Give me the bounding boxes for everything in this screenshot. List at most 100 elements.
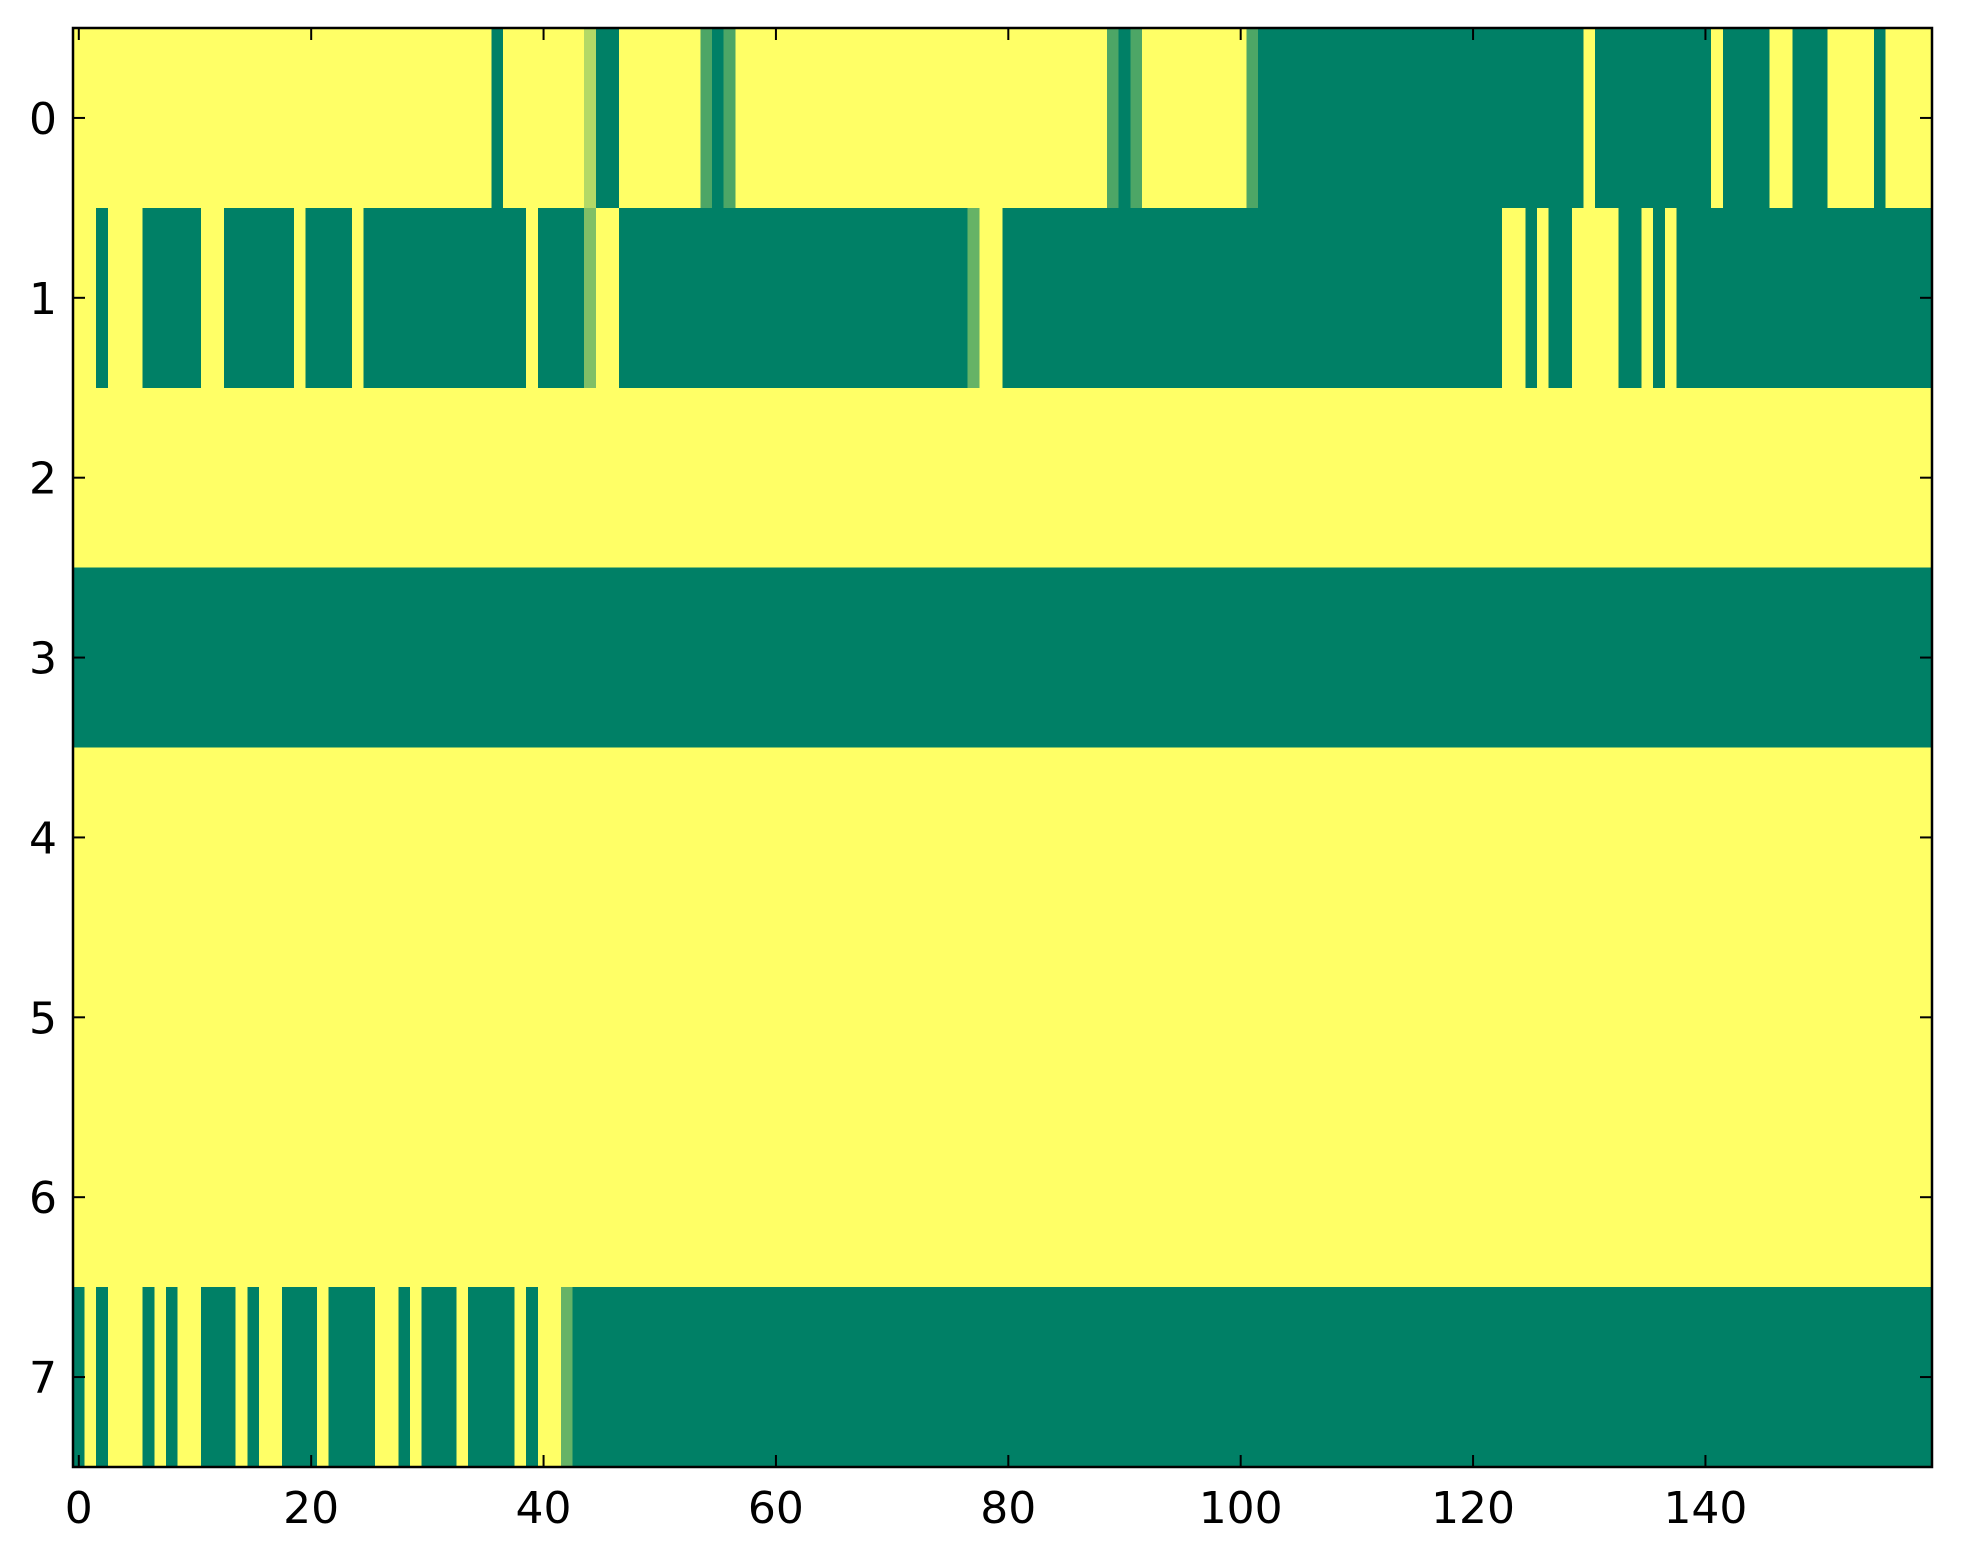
heatmap-cell xyxy=(235,747,248,928)
heatmap-cell xyxy=(1490,927,1503,1108)
heatmap-cell xyxy=(979,387,992,569)
heatmap-cell xyxy=(491,1107,504,1288)
heatmap-cell xyxy=(549,927,562,1108)
heatmap-cell xyxy=(607,747,620,928)
heatmap-cell xyxy=(189,387,202,569)
heatmap-cell xyxy=(1792,1107,1805,1288)
heatmap-cell xyxy=(293,1107,306,1288)
heatmap-cell xyxy=(1362,207,1375,389)
heatmap-cell xyxy=(316,387,330,569)
heatmap-cell xyxy=(886,927,899,1108)
heatmap-cell xyxy=(328,927,341,1108)
heatmap-cell xyxy=(712,927,725,1108)
heatmap-cell xyxy=(1141,567,1155,749)
heatmap-cell xyxy=(1536,387,1550,569)
heatmap-cell xyxy=(1025,747,1038,928)
heatmap-cell xyxy=(1281,927,1294,1108)
heatmap-cell xyxy=(1897,927,1910,1108)
heatmap-cell xyxy=(1839,28,1852,209)
heatmap-cell xyxy=(479,567,492,749)
heatmap-cell xyxy=(1223,28,1236,209)
heatmap-cell xyxy=(897,28,911,209)
heatmap-cell xyxy=(1397,1107,1410,1288)
heatmap-cell xyxy=(456,927,469,1108)
heatmap-cell xyxy=(119,747,132,928)
heatmap-cell xyxy=(444,927,458,1108)
heatmap-cell xyxy=(1722,207,1736,389)
heatmap-cell xyxy=(1083,927,1097,1108)
heatmap-cell xyxy=(224,28,237,209)
heatmap-cell xyxy=(1188,1287,1201,1467)
heatmap-cell xyxy=(1385,207,1399,389)
heatmap-cell xyxy=(177,567,190,749)
heatmap-cell xyxy=(770,387,783,569)
heatmap-cell xyxy=(1839,567,1852,749)
heatmap-cell xyxy=(293,207,306,389)
heatmap-cell xyxy=(1804,747,1817,928)
heatmap-cell xyxy=(1467,1287,1480,1467)
heatmap-cell xyxy=(1804,28,1817,209)
heatmap-cell xyxy=(1130,1287,1143,1467)
heatmap-cell xyxy=(1676,567,1689,749)
heatmap-cell xyxy=(897,207,911,389)
heatmap-cell xyxy=(816,1287,829,1467)
heatmap-cell xyxy=(897,387,911,569)
heatmap-cell xyxy=(1281,747,1294,928)
heatmap-cell xyxy=(642,747,655,928)
heatmap-cell xyxy=(1653,28,1666,209)
heatmap-cell xyxy=(1746,28,1759,209)
heatmap-cell xyxy=(165,1107,179,1288)
heatmap-cell xyxy=(886,207,899,389)
heatmap-cell xyxy=(874,927,887,1108)
heatmap-cell xyxy=(1839,747,1852,928)
heatmap-cell xyxy=(1130,567,1143,749)
heatmap-cell xyxy=(607,1287,620,1467)
heatmap-cell xyxy=(154,1287,167,1467)
heatmap-cell xyxy=(1618,207,1631,389)
heatmap-cell xyxy=(1048,747,1062,928)
heatmap-cell xyxy=(956,1107,969,1288)
heatmap-cell xyxy=(572,1107,585,1288)
heatmap-cell xyxy=(1165,207,1178,389)
heatmap-cell xyxy=(1676,1287,1689,1467)
heatmap-cell xyxy=(409,927,423,1108)
heatmap-cell xyxy=(921,1287,934,1467)
heatmap-cell xyxy=(456,747,469,928)
heatmap-cell xyxy=(1595,1107,1608,1288)
heatmap-cell xyxy=(1595,28,1608,209)
heatmap-cell xyxy=(177,387,190,569)
heatmap-cell xyxy=(979,28,992,209)
heatmap-cell xyxy=(1153,567,1166,749)
heatmap-cell xyxy=(1246,387,1259,569)
heatmap-cell xyxy=(1048,567,1062,749)
heatmap-cell xyxy=(1211,567,1224,749)
heatmap-cell xyxy=(630,927,643,1108)
heatmap-cell xyxy=(909,387,922,569)
heatmap-cell xyxy=(479,927,492,1108)
heatmap-cell xyxy=(107,747,121,928)
heatmap-cell xyxy=(1165,387,1178,569)
heatmap-cell xyxy=(1711,207,1724,389)
heatmap-cell xyxy=(1908,1287,1921,1467)
heatmap-cell xyxy=(956,207,969,389)
heatmap-cell xyxy=(758,387,771,569)
heatmap-cell xyxy=(1188,1107,1201,1288)
heatmap-cell xyxy=(409,387,423,569)
heatmap-cell xyxy=(1641,567,1654,749)
heatmap-cell xyxy=(444,747,458,928)
heatmap-cell xyxy=(1316,1287,1329,1467)
heatmap-cell xyxy=(1409,387,1422,569)
heatmap-cell xyxy=(305,927,318,1108)
heatmap-cell xyxy=(316,747,330,928)
heatmap-cell xyxy=(433,1107,446,1288)
heatmap-cell xyxy=(1223,927,1236,1108)
heatmap-cell xyxy=(1420,28,1433,209)
heatmap-cell xyxy=(84,1287,97,1467)
heatmap-cell xyxy=(1246,567,1259,749)
heatmap-cell xyxy=(1478,747,1492,928)
heatmap-cell xyxy=(1490,747,1503,928)
heatmap-cell xyxy=(468,207,481,389)
heatmap-cell xyxy=(386,387,399,569)
heatmap-cell xyxy=(1850,28,1863,209)
heatmap-cell xyxy=(688,207,702,389)
